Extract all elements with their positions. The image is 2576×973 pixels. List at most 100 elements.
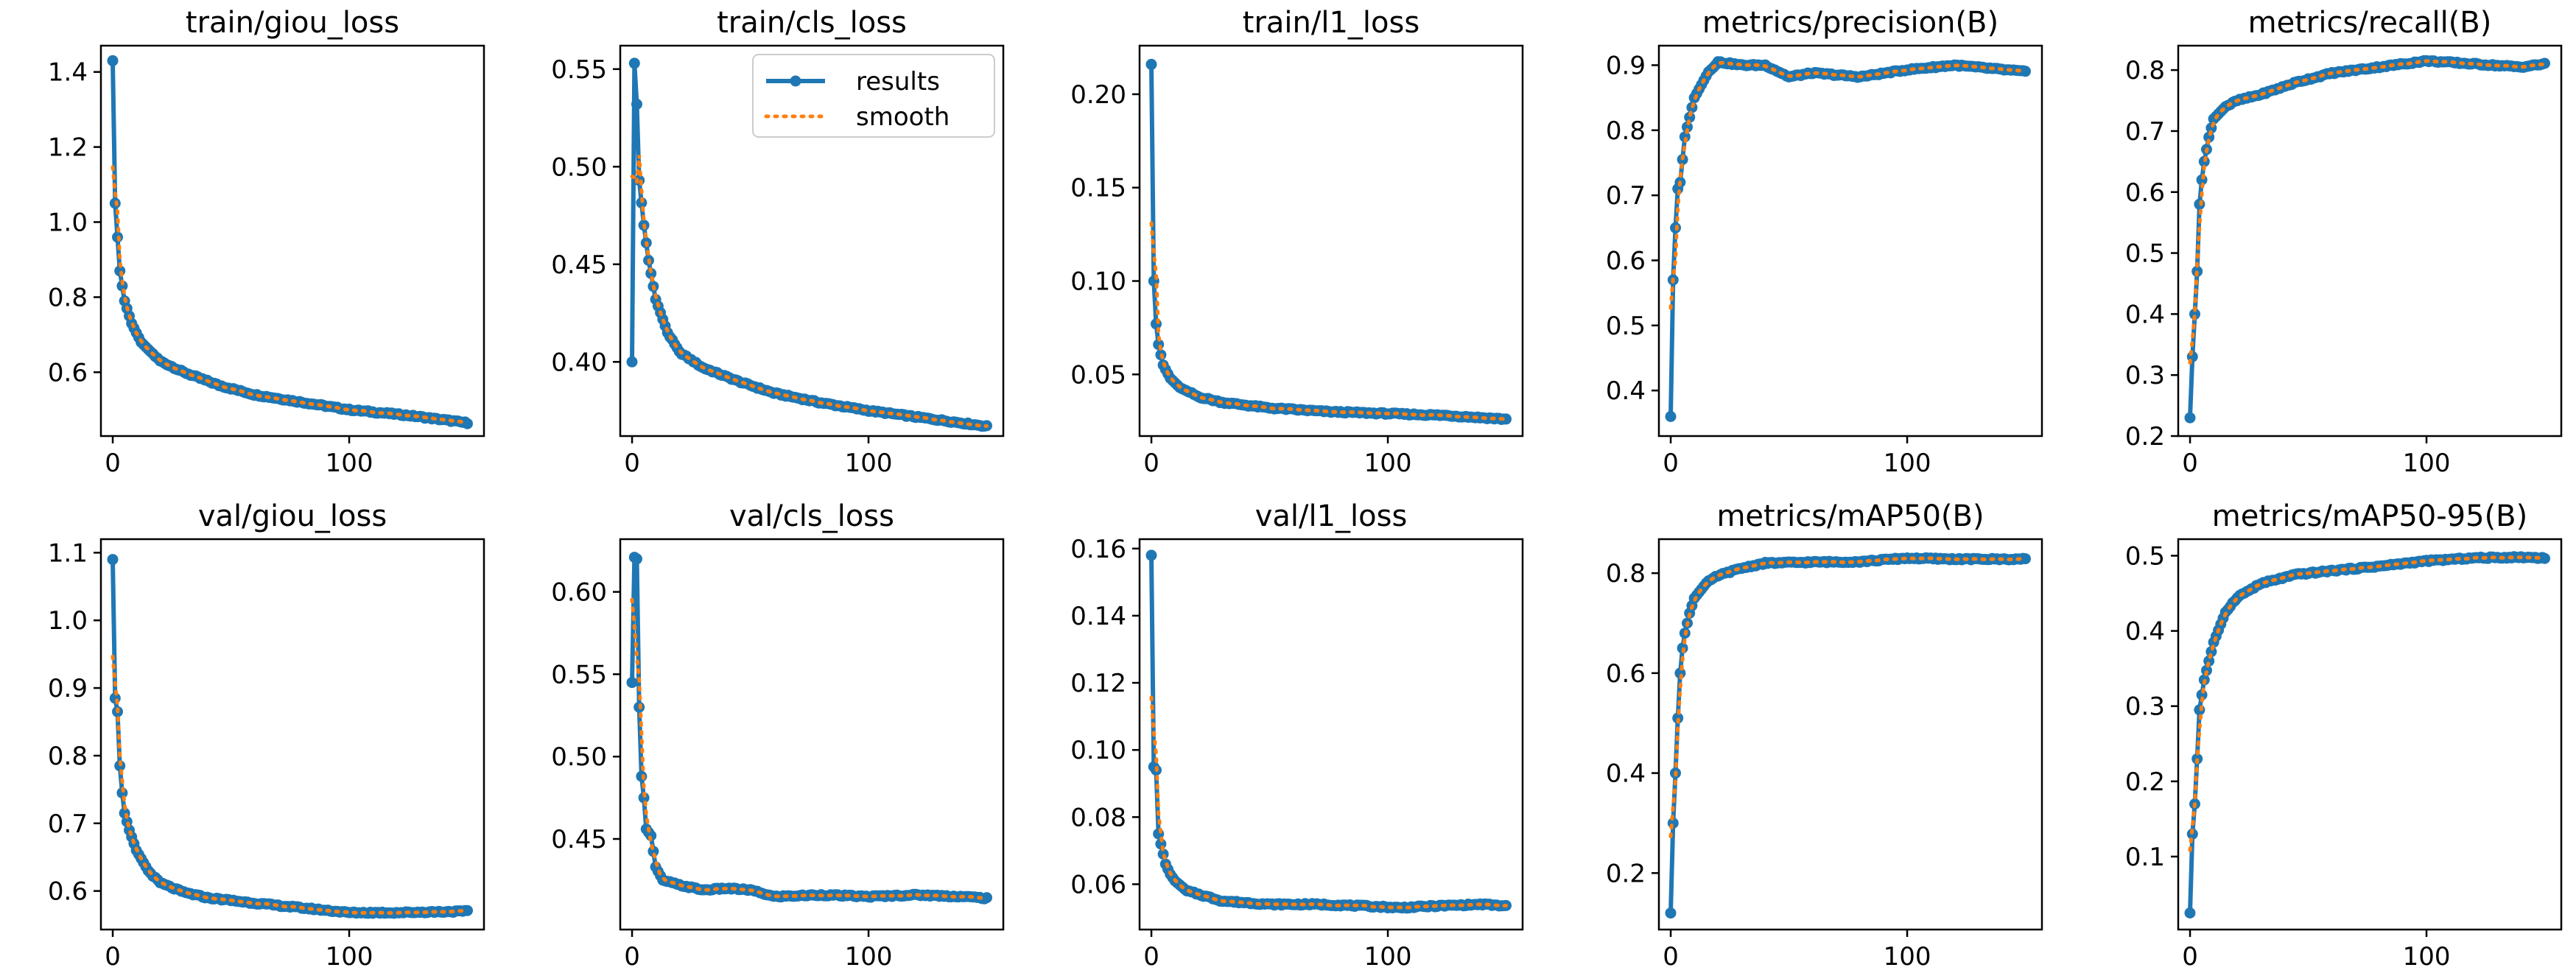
chart-title: train/cls_loss (717, 6, 907, 40)
chart-panel-8: metrics/mAP50(B) 0 100 0.2 0.4 0.6 0.8 (1606, 499, 2043, 972)
chart-title: metrics/recall(B) (2248, 6, 2492, 40)
x-tick-label: 0 (624, 449, 640, 478)
results-point (2203, 655, 2215, 667)
axes-frame (2177, 44, 2563, 438)
axes-frame (619, 538, 1005, 931)
results-point (107, 554, 119, 566)
y-tick-label: 0.60 (551, 578, 607, 608)
axes-frame (99, 44, 485, 438)
x-tick-label: 100 (1364, 449, 1412, 478)
smooth-series-line (630, 155, 989, 428)
results-point (116, 280, 128, 292)
results-point (628, 57, 640, 69)
chart-title: val/l1_loss (1255, 499, 1408, 533)
chart-panel-2: train/l1_loss 0 100 0.05 0.10 0.15 0.20 (1070, 6, 1524, 478)
y-tick-label: 0.4 (2125, 300, 2165, 329)
y-tick-label: 0.12 (1070, 669, 1126, 698)
y-tick-label: 0.3 (2125, 361, 2165, 390)
results-point (462, 418, 473, 429)
chart-panel-0: train/giou_loss 0 100 0.6 0.8 1.0 1.2 1.4 (48, 6, 485, 478)
x-tick-label: 100 (326, 449, 373, 478)
smooth-series-line (1149, 695, 1508, 910)
results-point (116, 787, 128, 798)
x-tick-label: 100 (326, 942, 373, 972)
y-tick-label: 0.5 (2125, 541, 2165, 571)
x-tick-label: 0 (105, 449, 121, 478)
results-point (647, 846, 659, 857)
legend-results-marker (790, 75, 801, 87)
smooth-series-line (2188, 59, 2547, 365)
x-tick-label: 100 (845, 449, 893, 478)
y-tick-label: 0.6 (1606, 247, 1646, 276)
chart-title: metrics/mAP50(B) (1716, 499, 1984, 533)
results-point (981, 892, 992, 904)
x-tick-label: 0 (105, 942, 121, 972)
results-point (1145, 58, 1157, 70)
results-point (2184, 907, 2196, 918)
y-tick-label: 0.55 (551, 660, 607, 689)
y-tick-label: 0.16 (1070, 535, 1126, 564)
y-tick-label: 0.8 (1606, 559, 1646, 589)
y-tick-label: 0.8 (1606, 116, 1646, 146)
chart-legend: results smooth (752, 54, 995, 138)
legend-smooth-label: smooth (856, 102, 950, 132)
x-tick-label: 0 (624, 942, 640, 972)
x-tick-label: 100 (1364, 942, 1412, 972)
smooth-series-line (1149, 221, 1508, 421)
chart-panel-4: metrics/recall(B) 0 100 0.2 0.3 0.4 0.5 0.6 0.7 0… (2125, 6, 2563, 478)
chart-panel-3: metrics/precision(B) 0 100 0.4 0.5 0.6 0.7 0.8 0… (1606, 6, 2043, 478)
axes-frame (2177, 538, 2563, 931)
chart-title: train/giou_loss (186, 6, 399, 40)
x-tick-label: 0 (1143, 942, 1159, 972)
results-point (645, 830, 657, 841)
smooth-series-line (110, 654, 469, 916)
smooth-series-line (2188, 555, 2547, 852)
y-tick-label: 0.45 (551, 250, 607, 280)
x-tick-label: 100 (845, 942, 893, 972)
chart-title: val/cls_loss (729, 499, 894, 533)
results-point (2539, 552, 2550, 564)
y-tick-label: 0.10 (1070, 736, 1126, 765)
y-tick-label: 0.50 (551, 152, 607, 182)
axes-frame (99, 538, 485, 931)
y-tick-label: 0.5 (2125, 239, 2165, 269)
y-tick-label: 0.4 (1606, 376, 1646, 406)
results-point (645, 267, 657, 279)
y-tick-label: 1.4 (48, 58, 88, 88)
results-point (2189, 308, 2200, 320)
axes-frame (1657, 44, 2043, 438)
y-tick-label: 1.1 (48, 538, 88, 568)
axes-frame (1138, 44, 1524, 438)
y-tick-label: 0.45 (551, 825, 607, 854)
y-tick-label: 0.2 (1606, 859, 1646, 888)
y-tick-label: 0.08 (1070, 803, 1126, 832)
chart-title: train/l1_loss (1243, 6, 1419, 40)
smooth-series-line (1668, 60, 2027, 310)
results-point (1684, 111, 1696, 123)
y-tick-label: 0.4 (1606, 759, 1646, 789)
results-point (2020, 553, 2031, 565)
results-point (631, 99, 642, 110)
x-tick-label: 0 (2182, 449, 2198, 478)
results-point (1665, 907, 1677, 919)
y-tick-label: 0.40 (551, 348, 607, 377)
smooth-series-line (1668, 556, 2027, 839)
y-tick-label: 0.9 (1606, 52, 1646, 81)
chart-title: val/giou_loss (198, 499, 387, 533)
x-tick-label: 100 (1884, 942, 1931, 972)
y-tick-label: 0.7 (1606, 181, 1646, 211)
y-tick-label: 1.0 (48, 606, 88, 636)
y-tick-label: 0.2 (2125, 767, 2165, 797)
y-tick-label: 1.2 (48, 133, 88, 163)
results-point (626, 356, 638, 368)
x-tick-label: 0 (1663, 942, 1679, 972)
results-point (2184, 412, 2196, 424)
y-tick-label: 0.8 (48, 742, 88, 771)
y-tick-label: 0.05 (1070, 360, 1126, 390)
y-tick-label: 1.0 (48, 208, 88, 238)
results-point (1145, 549, 1157, 561)
results-point (462, 904, 473, 916)
smooth-series-line (630, 597, 989, 901)
chart-panel-9: metrics/mAP50-95(B) 0 100 0.1 0.2 0.3 0.4 0.5 (2125, 499, 2563, 972)
y-tick-label: 0.50 (551, 742, 607, 772)
